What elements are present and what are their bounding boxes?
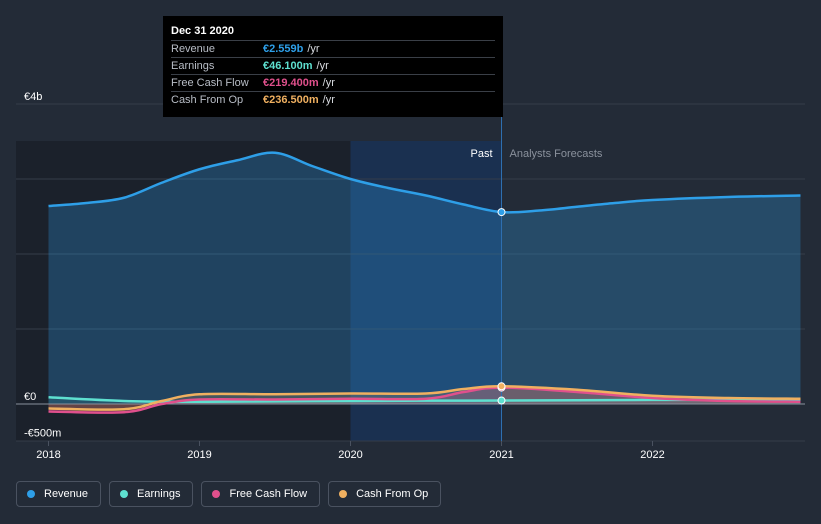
tooltip-unit: /yr xyxy=(322,77,335,89)
earnings-dot-icon xyxy=(120,490,129,498)
cash-from-op-dot-icon xyxy=(339,490,348,498)
legend-label: Cash From Op xyxy=(356,488,429,500)
series-markers xyxy=(497,208,506,405)
tooltip-value: €2.559b xyxy=(263,43,304,55)
earnings-marker xyxy=(497,396,506,405)
free-cash-flow-line xyxy=(48,386,801,414)
legend-label: Revenue xyxy=(44,488,89,500)
y-tick-label: €0 xyxy=(24,391,36,403)
series-lines xyxy=(48,151,801,414)
revenue-line xyxy=(48,151,801,214)
legend-label: Earnings xyxy=(137,488,181,500)
legend-item-earnings[interactable]: Earnings xyxy=(109,481,194,507)
tooltip-value: €46.100m xyxy=(263,60,313,72)
tooltip-label: Free Cash Flow xyxy=(171,77,249,89)
past-label: Past xyxy=(470,148,492,160)
x-tick-label: 2018 xyxy=(36,449,60,461)
tooltip-label: Earnings xyxy=(171,60,215,72)
cash-from-op-line xyxy=(48,385,801,411)
tooltip-unit: /yr xyxy=(322,94,335,106)
x-tick-label: 2019 xyxy=(187,449,211,461)
y-tick-label: €4b xyxy=(24,91,42,103)
legend-item-free-cash-flow[interactable]: Free Cash Flow xyxy=(201,481,321,507)
free-cash-flow-dot-icon xyxy=(212,490,221,498)
forecast-label: Analysts Forecasts xyxy=(510,148,603,160)
tooltip-row-cash-from-op: Cash From Op €236.500m /yr xyxy=(171,91,495,108)
tooltip-label: Revenue xyxy=(171,43,216,55)
revenue-marker xyxy=(497,208,506,217)
tooltip-value: €236.500m xyxy=(263,94,319,106)
tooltip: Dec 31 2020 Revenue €2.559b /yr Earnings… xyxy=(163,16,503,117)
revenue-dot-icon xyxy=(27,490,35,498)
tooltip-row-free-cash-flow: Free Cash Flow €219.400m /yr xyxy=(171,74,495,91)
revenue-area xyxy=(48,152,801,404)
tooltip-unit: /yr xyxy=(307,43,320,55)
x-tick-label: 2021 xyxy=(489,449,513,461)
legend-item-revenue[interactable]: Revenue xyxy=(16,481,102,507)
x-tick-label: 2022 xyxy=(640,449,664,461)
tooltip-value: €219.400m xyxy=(263,77,319,89)
legend: Revenue Earnings Free Cash Flow Cash Fro… xyxy=(16,481,442,507)
x-axis: 2018 2019 2020 2021 2022 xyxy=(36,441,665,461)
x-tick-label: 2020 xyxy=(338,449,362,461)
tooltip-row-revenue: Revenue €2.559b /yr xyxy=(171,40,495,57)
y-axis: €4b €0 -€500m xyxy=(24,91,61,440)
tooltip-label: Cash From Op xyxy=(171,94,244,106)
tooltip-row-earnings: Earnings €46.100m /yr xyxy=(171,57,495,74)
legend-label: Free Cash Flow xyxy=(229,488,308,500)
legend-item-cash-from-op[interactable]: Cash From Op xyxy=(328,481,442,507)
tooltip-date: Dec 31 2020 xyxy=(171,25,234,37)
cash-from-op-marker xyxy=(497,382,506,391)
tooltip-unit: /yr xyxy=(316,60,329,72)
y-tick-label: -€500m xyxy=(24,428,61,440)
